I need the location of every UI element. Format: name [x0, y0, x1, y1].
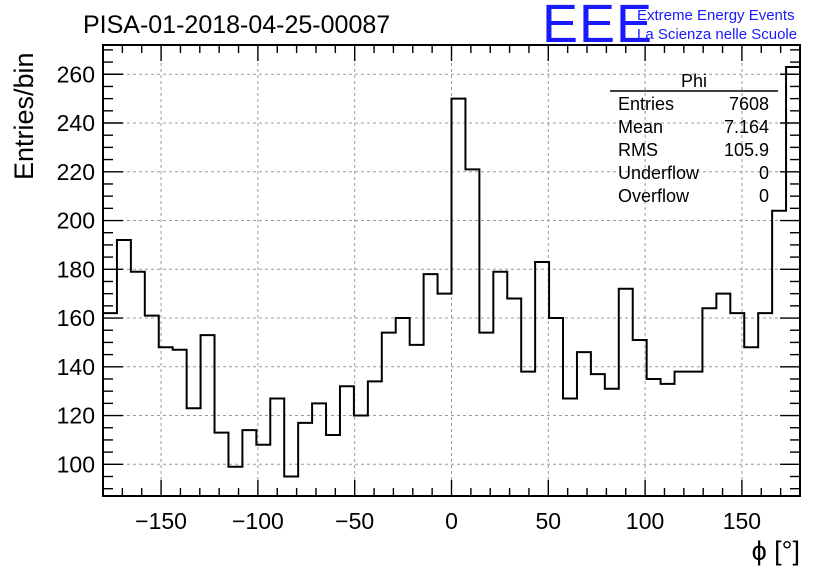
stats-rows: Entries 7608 Mean 7.164 RMS 105.9 Underflow 0 Ov…	[618, 94, 769, 206]
histogram-bin-3	[145, 316, 159, 496]
y-tick-label: 160	[57, 305, 95, 331]
histogram-bin-30	[521, 372, 535, 496]
histogram-bin-28	[493, 272, 507, 496]
histogram-bin-5	[173, 350, 187, 496]
histogram-bin-23	[424, 274, 438, 496]
histogram-bin-25	[452, 99, 466, 496]
y-tick-label: 100	[57, 451, 95, 477]
histogram-bin-12	[270, 398, 284, 496]
histogram-bin-33	[563, 398, 577, 496]
histogram-bin-29	[507, 299, 521, 496]
histogram-bin-40	[661, 384, 675, 496]
stats-box: Phi Entries 7608 Mean 7.164 RMS 105.9 Underflo…	[610, 71, 778, 206]
histogram-bin-16	[326, 435, 340, 496]
histogram-bin-14	[298, 423, 312, 496]
stats-row-label: Entries	[618, 94, 674, 114]
histogram-bin-15	[312, 403, 326, 496]
histogram-bin-24	[438, 294, 452, 496]
stats-row-value: 7.164	[724, 117, 769, 137]
x-axis-label: ϕ [°]	[752, 536, 800, 566]
histogram-bin-39	[647, 379, 661, 496]
histogram-bin-44	[716, 294, 730, 496]
histogram-bin-0	[103, 313, 117, 496]
histogram-bin-4	[159, 347, 173, 496]
histogram-bin-37	[619, 289, 633, 496]
x-tick-label: −50	[335, 508, 374, 534]
y-tick-labels: 100 120 140 160 180 200 220 240 260	[57, 61, 95, 477]
histogram-bin-6	[187, 408, 201, 496]
stats-row-value: 105.9	[724, 140, 769, 160]
histogram-bin-20	[382, 333, 396, 496]
stats-box-title: Phi	[681, 71, 707, 91]
stats-row-label: Mean	[618, 117, 663, 137]
histogram-bin-1	[117, 240, 131, 496]
histogram-bin-2	[131, 272, 145, 496]
x-tick-label: 100	[626, 508, 664, 534]
eee-logo: EEE Extreme Energy Events La Scienza nel…	[542, 0, 797, 54]
histogram-bin-45	[730, 313, 744, 496]
eee-logo-line1: Extreme Energy Events	[637, 7, 795, 24]
y-tick-label: 140	[57, 354, 95, 380]
x-tick-labels: −150 −100 −50 0 50 100 150	[135, 508, 761, 534]
x-tick-label: 0	[445, 508, 458, 534]
x-tick-label: 50	[536, 508, 562, 534]
y-tick-label: 240	[57, 110, 95, 136]
stats-row-label: RMS	[618, 140, 658, 160]
stats-row-value: 7608	[729, 94, 769, 114]
histogram-line	[103, 65, 800, 478]
histogram-bin-36	[605, 389, 619, 496]
histogram-bin-32	[549, 318, 563, 496]
y-tick-label: 200	[57, 208, 95, 234]
y-tick-label: 260	[57, 61, 95, 87]
histogram-bin-22	[410, 345, 424, 496]
histogram-bin-21	[396, 318, 410, 496]
histogram-bin-46	[744, 347, 758, 496]
histogram-bin-31	[535, 262, 549, 496]
y-tick-label: 180	[57, 256, 95, 282]
y-axis-label: Entries/bin	[9, 52, 39, 180]
histogram-bin-10	[242, 430, 256, 496]
stats-row-label: Overflow	[618, 186, 690, 206]
eee-logo-line2: La Scienza nelle Scuole	[637, 26, 797, 43]
histogram-bin-18	[354, 416, 368, 496]
histogram-bin-17	[340, 386, 354, 496]
histogram-bin-35	[591, 374, 605, 496]
x-tick-label: −100	[232, 508, 284, 534]
histogram-bin-47	[758, 313, 772, 496]
y-tick-label: 120	[57, 403, 95, 429]
x-tick-label: 150	[723, 508, 761, 534]
chart-title: PISA-01-2018-04-25-00087	[83, 11, 390, 39]
axis-ticks	[102, 45, 801, 496]
histogram-bin-48	[772, 211, 786, 496]
stats-row-value: 0	[759, 163, 769, 183]
y-tick-label: 220	[57, 159, 95, 185]
histogram-bin-38	[633, 340, 647, 496]
histogram-bin-26	[465, 169, 479, 496]
histogram-bin-34	[577, 352, 591, 496]
histogram-bin-9	[228, 467, 242, 496]
histogram-bin-41	[675, 372, 689, 496]
histogram-bin-8	[215, 433, 229, 496]
histogram-bin-42	[688, 372, 702, 496]
stats-row-value: 0	[759, 186, 769, 206]
histogram-bin-27	[479, 333, 493, 496]
stats-row-label: Underflow	[618, 163, 700, 183]
histogram-bin-19	[368, 381, 382, 496]
x-tick-label: −150	[135, 508, 187, 534]
histogram-series	[103, 65, 800, 496]
histogram-bin-43	[702, 308, 716, 496]
histogram-bin-7	[201, 335, 215, 496]
